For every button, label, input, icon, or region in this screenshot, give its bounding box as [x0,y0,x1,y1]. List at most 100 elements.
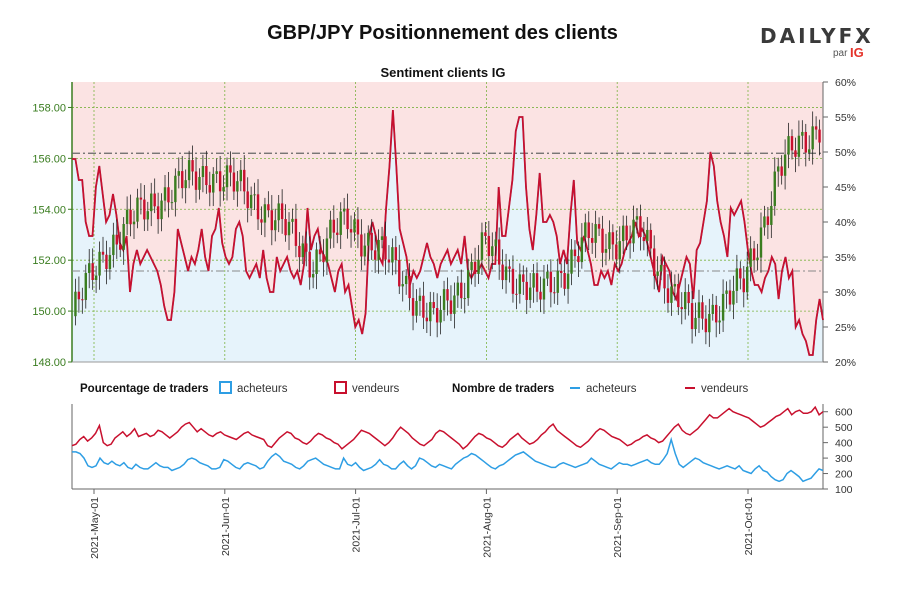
candle-body [453,295,456,314]
candle-body [808,149,811,153]
candle-body [549,271,553,293]
candle-body [680,307,683,310]
candle-body [542,278,546,300]
candle-body [584,222,587,238]
candle-body [801,131,804,136]
candle-body [670,286,673,303]
candle-body [611,232,615,245]
candle-body [384,236,387,260]
candle-body [84,272,87,300]
legend-label-buyers-count: acheteurs [586,383,637,395]
candle-body [129,209,132,225]
candle-body [746,266,749,293]
candle-body [642,237,646,242]
candle-body [780,166,783,176]
candle-body [339,211,342,235]
candle-body [418,295,422,301]
candle-body [367,232,370,246]
candle-body [198,177,201,190]
candle-body [759,227,763,258]
x-tick-label: 2021-Oct-01 [743,497,755,556]
candle-body [170,202,174,204]
candle-body [77,291,81,300]
candle-body [646,229,649,242]
candle-body [528,287,532,300]
candle-body [456,282,460,296]
candle-body [274,220,277,231]
candle-body [167,187,170,203]
candle-body [632,219,635,244]
candle-body [732,290,735,305]
candle-body [535,273,539,292]
candle-body [232,172,236,192]
candle-body [360,234,363,257]
candle-body [742,278,745,293]
candle-body [725,290,728,294]
candle-body [442,289,446,310]
candle-body [308,251,311,278]
candle-body [91,263,94,280]
bottom-y-tick-label: 400 [835,438,853,450]
candle-body [687,292,690,304]
candle-body [270,210,274,231]
candle-body [525,281,528,300]
candle-body [194,171,198,190]
candle-body [88,263,91,273]
candle-body [666,288,670,303]
candle-body [463,298,466,300]
candle-body [721,293,725,321]
candle-body [659,264,663,272]
candle-body [94,275,98,280]
candle-body [652,248,656,276]
candle-body [563,273,566,289]
candle-body [690,303,694,330]
candle-body [394,247,398,260]
bottom-y-tick-label: 100 [835,484,853,496]
candle-body [432,302,435,309]
candle-body [728,290,732,305]
candle-body [756,257,759,261]
candle-body [246,191,249,209]
candles [74,111,821,347]
candle-body [539,291,542,300]
candle-body [504,266,508,281]
candle-body [797,135,801,157]
candle-body [356,219,360,235]
candle-body [790,136,794,151]
y-right-tick-label: 25% [835,322,856,334]
candle-body [477,259,480,274]
candle-body [136,197,139,222]
candle-body [649,229,652,249]
candle-body [518,274,522,294]
candle-body [401,284,404,287]
bottom-y-tick-label: 200 [835,469,853,481]
candle-body [573,249,577,257]
candle-body [174,175,177,203]
candle-body [473,261,477,274]
candle-body [570,249,573,274]
candle-body [766,216,770,225]
bottom-y-tick-label: 600 [835,407,853,419]
candle-body [119,244,122,250]
candle-body [787,136,790,155]
candle-body [239,169,243,182]
candle-body [398,259,401,287]
candle-body [349,229,353,233]
candle-body [298,245,301,258]
candle-body [777,166,780,172]
dailyfx-logo: DAILYFX par IG [760,24,871,64]
x-tick-label: 2021-Jun-01 [220,497,232,556]
candle-body [435,308,439,323]
candle-body [683,292,687,310]
candle-body [125,209,129,224]
candle-body [115,234,118,245]
candle-body [621,225,625,242]
candle-body [594,224,597,243]
x-tick-label: 2021-Sep-01 [612,497,624,558]
y-left-tick-label: 150.00 [32,306,66,318]
sellers-line [72,109,824,356]
candle-body [580,237,584,263]
legend-title-percent: Pourcentage de traders [80,383,208,395]
candle-body [346,208,349,230]
